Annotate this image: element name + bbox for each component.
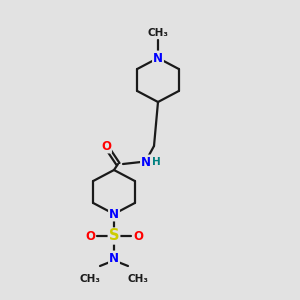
Text: CH₃: CH₃ [148, 28, 169, 38]
Text: CH₃: CH₃ [128, 274, 148, 284]
Text: N: N [153, 52, 163, 64]
Text: N: N [141, 155, 151, 169]
Text: O: O [101, 140, 111, 152]
Text: S: S [109, 229, 119, 244]
Text: CH₃: CH₃ [80, 274, 100, 284]
Text: H: H [152, 157, 160, 167]
Text: O: O [85, 230, 95, 242]
Text: N: N [109, 251, 119, 265]
Text: N: N [109, 208, 119, 220]
Text: O: O [133, 230, 143, 242]
